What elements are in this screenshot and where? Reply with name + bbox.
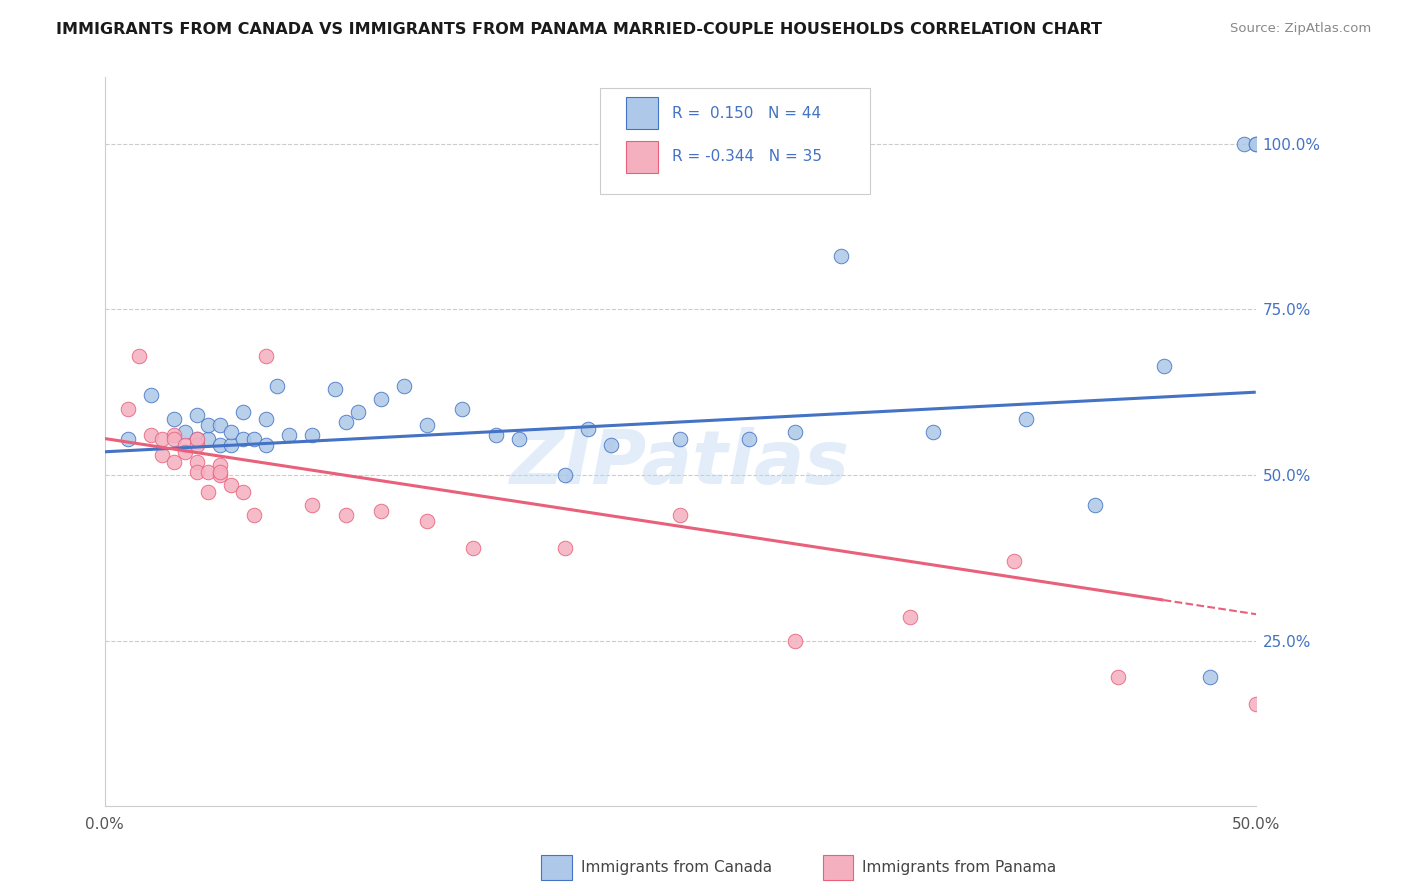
Text: Immigrants from Canada: Immigrants from Canada [581, 860, 772, 874]
Point [174, 425, 197, 439]
Point [208, 465, 231, 479]
Point [208, 458, 231, 472]
Point [1244, 136, 1267, 151]
Point [1014, 411, 1036, 425]
Point [254, 349, 277, 363]
Point [163, 428, 186, 442]
Point [174, 438, 197, 452]
Point [208, 468, 231, 483]
Point [1198, 670, 1220, 684]
Point [163, 432, 186, 446]
Point [197, 432, 219, 446]
Point [600, 438, 623, 452]
Point [1153, 359, 1175, 373]
Point [508, 432, 530, 446]
Point [186, 438, 208, 452]
Point [900, 610, 922, 624]
Point [785, 633, 807, 648]
Point [254, 438, 277, 452]
Point [416, 515, 439, 529]
Point [335, 415, 357, 429]
Text: Source: ZipAtlas.com: Source: ZipAtlas.com [1230, 22, 1371, 36]
Point [323, 382, 346, 396]
Point [669, 432, 692, 446]
Point [266, 378, 288, 392]
Point [485, 428, 508, 442]
Point [232, 432, 254, 446]
FancyBboxPatch shape [599, 88, 870, 194]
Point [232, 405, 254, 419]
Point [221, 425, 243, 439]
Bar [626, 97, 658, 129]
Point [139, 388, 162, 402]
Point [150, 448, 173, 462]
Point [186, 432, 208, 446]
Point [1002, 554, 1025, 568]
Point [221, 478, 243, 492]
Point [221, 438, 243, 452]
Point [1233, 136, 1256, 151]
Point [669, 508, 692, 522]
Point [301, 498, 323, 512]
Point [554, 541, 576, 555]
Point [450, 401, 472, 416]
Point [208, 418, 231, 433]
Point [347, 405, 370, 419]
Point [128, 349, 150, 363]
Point [277, 428, 299, 442]
Point [186, 465, 208, 479]
Point [416, 418, 439, 433]
Point [1107, 670, 1129, 684]
Text: Immigrants from Panama: Immigrants from Panama [862, 860, 1056, 874]
Point [232, 484, 254, 499]
Point [461, 541, 484, 555]
Point [163, 455, 186, 469]
Text: R = -0.344   N = 35: R = -0.344 N = 35 [672, 149, 823, 164]
Point [1084, 498, 1107, 512]
Point [150, 432, 173, 446]
Point [186, 409, 208, 423]
Point [197, 465, 219, 479]
Point [117, 432, 139, 446]
Point [197, 418, 219, 433]
Point [117, 401, 139, 416]
Point [370, 392, 392, 406]
Point [186, 432, 208, 446]
Point [186, 455, 208, 469]
Point [163, 411, 186, 425]
Point [208, 438, 231, 452]
Text: R =  0.150   N = 44: R = 0.150 N = 44 [672, 106, 821, 120]
Point [1244, 136, 1267, 151]
Point [370, 504, 392, 518]
Point [830, 249, 852, 263]
Point [785, 425, 807, 439]
Point [254, 411, 277, 425]
Point [335, 508, 357, 522]
Point [392, 378, 415, 392]
Point [243, 432, 266, 446]
Point [554, 468, 576, 483]
Bar [626, 141, 658, 173]
Point [576, 422, 599, 436]
Text: IMMIGRANTS FROM CANADA VS IMMIGRANTS FROM PANAMA MARRIED-COUPLE HOUSEHOLDS CORRE: IMMIGRANTS FROM CANADA VS IMMIGRANTS FRO… [56, 22, 1102, 37]
Point [139, 428, 162, 442]
Point [301, 428, 323, 442]
Point [243, 508, 266, 522]
Point [922, 425, 945, 439]
Point [1244, 697, 1267, 711]
Point [174, 445, 197, 459]
Point [197, 484, 219, 499]
Point [738, 432, 761, 446]
Text: ZIPatlas: ZIPatlas [510, 427, 851, 500]
